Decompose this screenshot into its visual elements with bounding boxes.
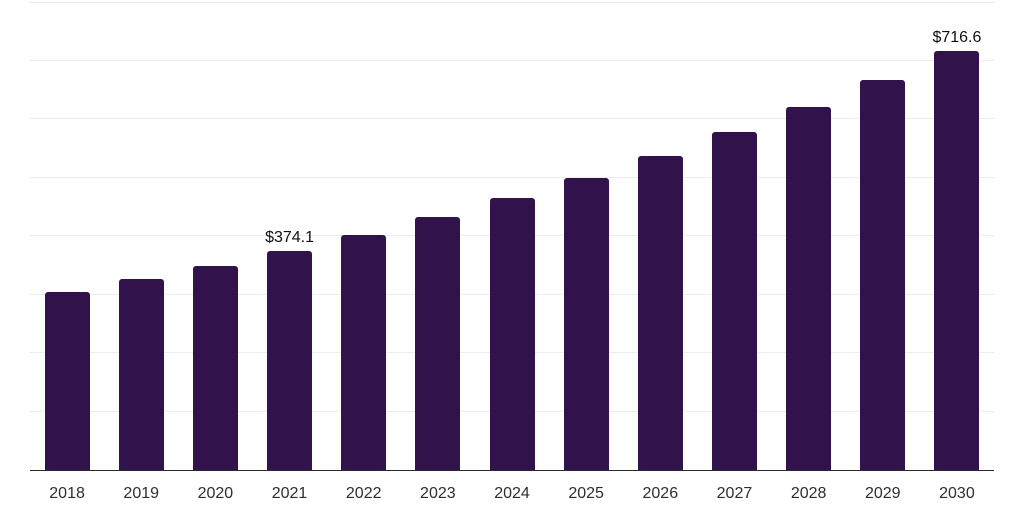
- bar-value-label-2030: $716.6: [932, 28, 982, 46]
- x-axis-line: [30, 469, 994, 471]
- x-tick-label-2024: 2024: [494, 485, 530, 502]
- gridline-600: [30, 118, 994, 120]
- x-tick-label-2027: 2027: [716, 485, 753, 502]
- bar-value-label-2021: $374.1: [265, 228, 314, 246]
- bar-2029: [860, 79, 906, 470]
- bar-2021: [267, 250, 313, 470]
- x-tick-label-2028: 2028: [790, 485, 827, 502]
- x-tick-label-2021: 2021: [271, 485, 308, 502]
- bar-2019: [118, 279, 164, 470]
- x-tick-label-2026: 2026: [642, 485, 679, 502]
- bar-2026: [637, 155, 683, 470]
- gridline-700: [30, 59, 994, 61]
- bar-2024: [489, 197, 535, 470]
- x-tick-label-2022: 2022: [345, 485, 382, 502]
- bar-2020: [192, 266, 238, 470]
- x-tick-label-2023: 2023: [420, 485, 456, 502]
- bar-2025: [563, 177, 609, 470]
- x-axis-labels: 2018 2019 2020 2021 2022 2023 2024 2025 2026 2027…: [30, 484, 994, 504]
- x-tick-label-2018: 2018: [49, 485, 85, 502]
- bar-2028: [786, 106, 832, 470]
- bar-2023: [415, 216, 461, 470]
- x-tick-label-2030: 2030: [939, 485, 975, 502]
- x-tick-label-2020: 2020: [197, 485, 234, 502]
- plot-area: $374.1 $716.6: [30, 1, 994, 471]
- bar-2018: [44, 292, 90, 470]
- x-tick-label-2019: 2019: [123, 485, 160, 502]
- x-tick-label-2029: 2029: [864, 485, 901, 502]
- x-tick-label-2025: 2025: [568, 485, 604, 502]
- bar-2027: [711, 132, 757, 470]
- gridline-800: [30, 1, 994, 3]
- gridline-500: [30, 176, 994, 178]
- bar-2030: [934, 50, 980, 470]
- bar-2022: [341, 234, 387, 470]
